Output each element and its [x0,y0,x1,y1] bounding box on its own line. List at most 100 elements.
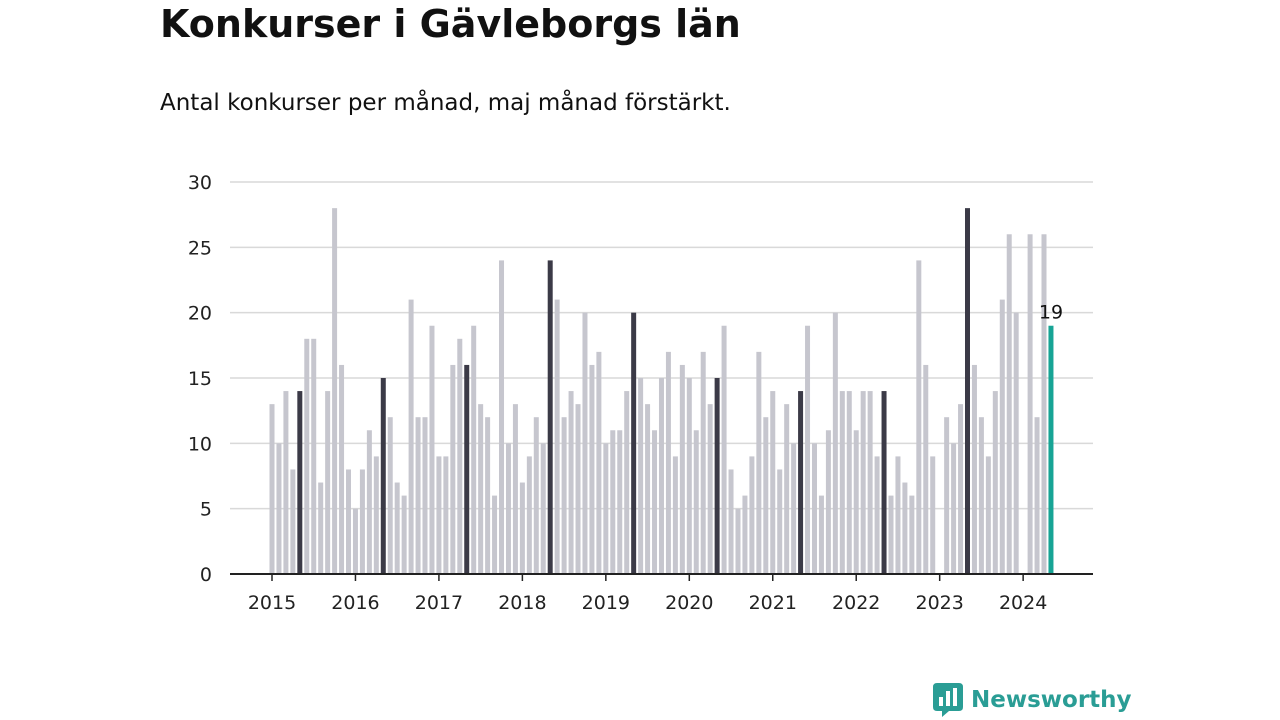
bar [645,404,651,574]
bar [763,417,769,574]
bar [902,482,908,574]
bar [853,430,859,574]
y-tick-label: 25 [188,237,212,259]
bar [965,208,970,574]
bar [304,338,310,574]
y-tick-label: 0 [200,564,212,586]
bar [478,404,484,574]
bar [1013,312,1019,574]
x-tick-label: 2020 [665,592,713,614]
bar [394,482,400,574]
chart-subtitle: Antal konkurser per månad, maj månad för… [160,90,731,116]
bar [624,391,630,574]
bar [318,482,324,574]
y-tick-label: 10 [188,433,212,455]
bar [401,495,407,574]
bar [505,443,511,574]
bar [408,299,414,574]
bar [881,391,887,574]
bar [380,378,386,574]
bar [311,338,317,574]
bar [777,469,783,574]
bar [839,391,845,574]
bar [339,364,345,574]
x-tick-label: 2019 [582,592,630,614]
bar [457,338,463,574]
bar [596,351,602,574]
bar [436,456,442,574]
x-tick-label: 2021 [749,592,797,614]
bar [951,443,957,574]
bar [547,260,553,574]
bar [276,443,282,574]
bar [346,469,352,574]
bar [735,508,741,574]
bar [742,495,748,574]
bar [1034,417,1040,574]
x-tick-label: 2016 [331,592,379,614]
bar [1041,234,1047,574]
x-tick-label: 2023 [916,592,964,614]
bar [686,378,692,574]
bar [568,391,574,574]
bar [471,325,477,574]
bar [665,351,671,574]
bar [700,351,706,574]
bar [485,417,491,574]
bar [325,391,331,574]
bar [791,443,797,574]
bar [603,443,609,574]
bar [707,404,713,574]
value-label: 19 [1039,302,1063,324]
bar [533,417,539,574]
bar [352,508,358,574]
bar [1048,325,1054,574]
bar [652,430,658,574]
bar [617,430,623,574]
y-tick-label: 5 [200,499,212,521]
bar [825,430,831,574]
bar [693,430,699,574]
bar [526,456,532,574]
bar [958,404,964,574]
bar [923,364,929,574]
bar [283,391,289,574]
bar [540,443,546,574]
bar [415,417,421,574]
x-tick-label: 2017 [415,592,463,614]
chart-title: Konkurser i Gävleborgs län [160,2,741,46]
bar [422,417,428,574]
y-tick-label: 15 [188,368,212,390]
bar [366,430,372,574]
bar [978,417,984,574]
bar [672,456,678,574]
bar [519,482,525,574]
bar [721,325,727,574]
bar [499,260,505,574]
bar [860,391,866,574]
x-tick-label: 2022 [832,592,880,614]
bar [999,299,1005,574]
bar [756,351,762,574]
bar [610,430,616,574]
bar [359,469,365,574]
bar [714,378,720,574]
bar [728,469,734,574]
bar [679,364,685,574]
bar [944,417,950,574]
x-tick-label: 2024 [999,592,1047,614]
bar [443,456,449,574]
logo-bar [946,691,950,706]
bar [784,404,790,574]
bar [916,260,922,574]
x-tick-label: 2015 [248,592,296,614]
bar [909,495,915,574]
bar [450,364,456,574]
bar [589,364,595,574]
bar [297,391,303,574]
bar [373,456,379,574]
brand-name: Newsworthy [971,687,1132,713]
logo-bar [953,688,957,706]
bar [846,391,852,574]
